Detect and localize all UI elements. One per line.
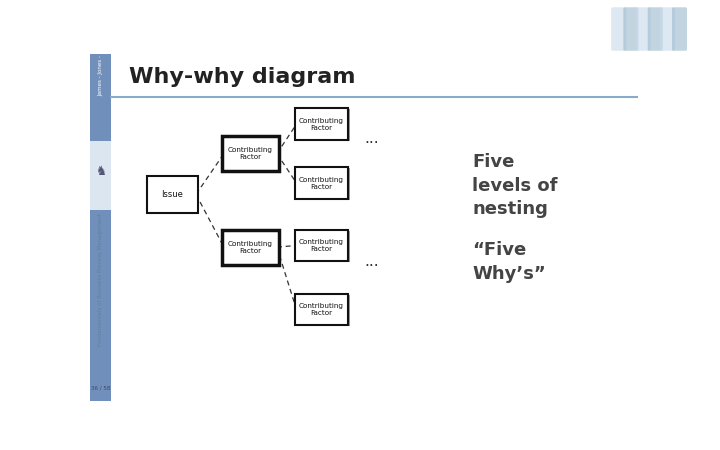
Text: Five
levels of
nesting: Five levels of nesting bbox=[472, 153, 558, 218]
FancyBboxPatch shape bbox=[294, 108, 348, 140]
Text: “Five
Why’s”: “Five Why’s” bbox=[472, 241, 546, 283]
FancyBboxPatch shape bbox=[147, 176, 198, 213]
FancyBboxPatch shape bbox=[90, 54, 111, 140]
Text: Issue: Issue bbox=[161, 190, 184, 199]
Text: Contributing
Factor: Contributing Factor bbox=[228, 147, 273, 160]
FancyBboxPatch shape bbox=[636, 7, 651, 51]
FancyBboxPatch shape bbox=[672, 7, 687, 51]
Text: Why-why diagram: Why-why diagram bbox=[129, 67, 356, 86]
Text: Contributing
Factor: Contributing Factor bbox=[299, 303, 344, 316]
FancyBboxPatch shape bbox=[294, 167, 348, 199]
Text: ...: ... bbox=[364, 131, 379, 146]
FancyBboxPatch shape bbox=[297, 231, 350, 262]
FancyBboxPatch shape bbox=[297, 295, 350, 326]
FancyBboxPatch shape bbox=[297, 168, 350, 200]
FancyBboxPatch shape bbox=[222, 136, 279, 171]
FancyBboxPatch shape bbox=[224, 231, 280, 266]
FancyBboxPatch shape bbox=[90, 210, 111, 400]
FancyBboxPatch shape bbox=[660, 7, 675, 51]
Text: ...: ... bbox=[364, 254, 379, 270]
FancyBboxPatch shape bbox=[224, 137, 280, 172]
Text: Contributing
Factor: Contributing Factor bbox=[299, 239, 344, 252]
FancyBboxPatch shape bbox=[294, 230, 348, 261]
Text: 36 / 58: 36 / 58 bbox=[91, 385, 110, 390]
Text: Contributing
Factor: Contributing Factor bbox=[228, 241, 273, 254]
FancyBboxPatch shape bbox=[624, 7, 639, 51]
Text: Contributing
Factor: Contributing Factor bbox=[299, 176, 344, 189]
Text: ♞: ♞ bbox=[95, 165, 107, 178]
FancyBboxPatch shape bbox=[90, 140, 111, 210]
FancyBboxPatch shape bbox=[648, 7, 662, 51]
FancyBboxPatch shape bbox=[294, 294, 348, 325]
Text: Contributing
Factor: Contributing Factor bbox=[299, 117, 344, 130]
FancyBboxPatch shape bbox=[297, 109, 350, 141]
Text: Fundamentals of Business Process Management: Fundamentals of Business Process Managem… bbox=[98, 213, 103, 346]
FancyBboxPatch shape bbox=[222, 230, 279, 265]
FancyBboxPatch shape bbox=[611, 7, 626, 51]
Text: James - Jones - Managing Issues: James - Jones - Managing Issues bbox=[98, 7, 103, 95]
